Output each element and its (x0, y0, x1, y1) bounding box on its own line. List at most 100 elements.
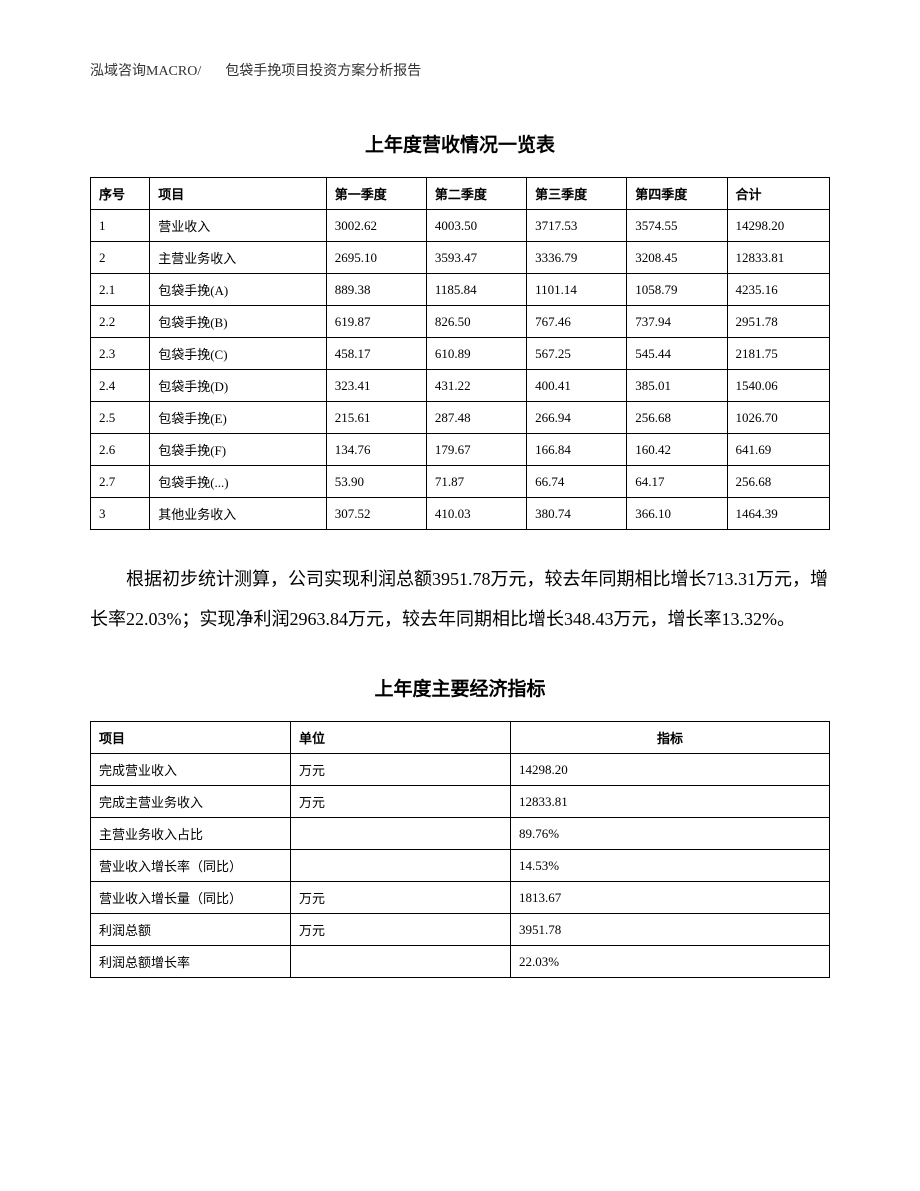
cell: 2.3 (91, 338, 150, 370)
cell: 12833.81 (727, 242, 830, 274)
document-page: 泓域咨询MACRO/包袋手挽项目投资方案分析报告 上年度营收情况一览表 序号 项… (0, 0, 920, 1068)
table-row: 营业收入增长率（同比） 14.53% (91, 850, 830, 882)
cell: 3593.47 (426, 242, 526, 274)
table2-col-unit: 单位 (291, 722, 511, 754)
cell: 完成营业收入 (91, 754, 291, 786)
cell (291, 850, 511, 882)
table1-col-q2: 第二季度 (426, 178, 526, 210)
cell: 包袋手挽(C) (150, 338, 326, 370)
cell: 包袋手挽(B) (150, 306, 326, 338)
cell: 767.46 (527, 306, 627, 338)
cell: 385.01 (627, 370, 727, 402)
cell: 包袋手挽(A) (150, 274, 326, 306)
table2-col-project: 项目 (91, 722, 291, 754)
cell: 1464.39 (727, 498, 830, 530)
cell: 1813.67 (511, 882, 830, 914)
table1-col-seq: 序号 (91, 178, 150, 210)
table-row: 2.6 包袋手挽(F) 134.76 179.67 166.84 160.42 … (91, 434, 830, 466)
cell: 包袋手挽(...) (150, 466, 326, 498)
cell: 287.48 (426, 402, 526, 434)
cell: 主营业务收入占比 (91, 818, 291, 850)
table2-header-row: 项目 单位 指标 (91, 722, 830, 754)
cell: 889.38 (326, 274, 426, 306)
page-header: 泓域咨询MACRO/包袋手挽项目投资方案分析报告 (90, 60, 830, 80)
cell: 3336.79 (527, 242, 627, 274)
table1-col-total: 合计 (727, 178, 830, 210)
cell: 400.41 (527, 370, 627, 402)
cell: 营业收入增长率（同比） (91, 850, 291, 882)
cell: 14298.20 (727, 210, 830, 242)
cell: 利润总额增长率 (91, 946, 291, 978)
cell: 410.03 (426, 498, 526, 530)
table1-title: 上年度营收情况一览表 (90, 130, 830, 157)
cell: 包袋手挽(F) (150, 434, 326, 466)
cell: 323.41 (326, 370, 426, 402)
cell: 71.87 (426, 466, 526, 498)
cell: 256.68 (627, 402, 727, 434)
cell: 2.1 (91, 274, 150, 306)
table1-col-q3: 第三季度 (527, 178, 627, 210)
cell: 545.44 (627, 338, 727, 370)
cell: 134.76 (326, 434, 426, 466)
cell: 366.10 (627, 498, 727, 530)
cell: 3951.78 (511, 914, 830, 946)
revenue-table: 序号 项目 第一季度 第二季度 第三季度 第四季度 合计 1 营业收入 3002… (90, 177, 830, 530)
cell: 3574.55 (627, 210, 727, 242)
cell: 22.03% (511, 946, 830, 978)
cell: 2181.75 (727, 338, 830, 370)
header-right: 包袋手挽项目投资方案分析报告 (225, 64, 421, 79)
cell: 14.53% (511, 850, 830, 882)
cell: 567.25 (527, 338, 627, 370)
cell: 256.68 (727, 466, 830, 498)
cell: 万元 (291, 914, 511, 946)
cell: 826.50 (426, 306, 526, 338)
cell: 179.67 (426, 434, 526, 466)
table-row: 营业收入增长量（同比） 万元 1813.67 (91, 882, 830, 914)
cell: 2 (91, 242, 150, 274)
table-row: 利润总额 万元 3951.78 (91, 914, 830, 946)
cell: 307.52 (326, 498, 426, 530)
table-row: 2.7 包袋手挽(...) 53.90 71.87 66.74 64.17 25… (91, 466, 830, 498)
cell: 利润总额 (91, 914, 291, 946)
cell: 431.22 (426, 370, 526, 402)
cell: 1 (91, 210, 150, 242)
cell: 12833.81 (511, 786, 830, 818)
cell: 1185.84 (426, 274, 526, 306)
table-row: 完成主营业务收入 万元 12833.81 (91, 786, 830, 818)
table-row: 2.2 包袋手挽(B) 619.87 826.50 767.46 737.94 … (91, 306, 830, 338)
cell: 3 (91, 498, 150, 530)
cell: 万元 (291, 786, 511, 818)
table-row: 主营业务收入占比 89.76% (91, 818, 830, 850)
cell: 其他业务收入 (150, 498, 326, 530)
cell: 619.87 (326, 306, 426, 338)
cell: 完成主营业务收入 (91, 786, 291, 818)
table-row: 2.3 包袋手挽(C) 458.17 610.89 567.25 545.44 … (91, 338, 830, 370)
cell: 160.42 (627, 434, 727, 466)
cell: 166.84 (527, 434, 627, 466)
cell: 2951.78 (727, 306, 830, 338)
table-row: 2.5 包袋手挽(E) 215.61 287.48 266.94 256.68 … (91, 402, 830, 434)
cell: 64.17 (627, 466, 727, 498)
table1-body: 1 营业收入 3002.62 4003.50 3717.53 3574.55 1… (91, 210, 830, 530)
cell: 2.7 (91, 466, 150, 498)
cell: 2.5 (91, 402, 150, 434)
cell: 营业收入 (150, 210, 326, 242)
cell: 3717.53 (527, 210, 627, 242)
cell: 4235.16 (727, 274, 830, 306)
cell (291, 946, 511, 978)
cell: 2.4 (91, 370, 150, 402)
table-row: 3 其他业务收入 307.52 410.03 380.74 366.10 146… (91, 498, 830, 530)
table-row: 完成营业收入 万元 14298.20 (91, 754, 830, 786)
economic-indicators-table: 项目 单位 指标 完成营业收入 万元 14298.20 完成主营业务收入 万元 … (90, 721, 830, 978)
cell: 266.94 (527, 402, 627, 434)
cell: 2.6 (91, 434, 150, 466)
cell: 380.74 (527, 498, 627, 530)
cell: 14298.20 (511, 754, 830, 786)
cell: 458.17 (326, 338, 426, 370)
table2-body: 完成营业收入 万元 14298.20 完成主营业务收入 万元 12833.81 … (91, 754, 830, 978)
cell: 1540.06 (727, 370, 830, 402)
cell: 万元 (291, 882, 511, 914)
table1-col-q1: 第一季度 (326, 178, 426, 210)
cell: 包袋手挽(E) (150, 402, 326, 434)
table-row: 2 主营业务收入 2695.10 3593.47 3336.79 3208.45… (91, 242, 830, 274)
